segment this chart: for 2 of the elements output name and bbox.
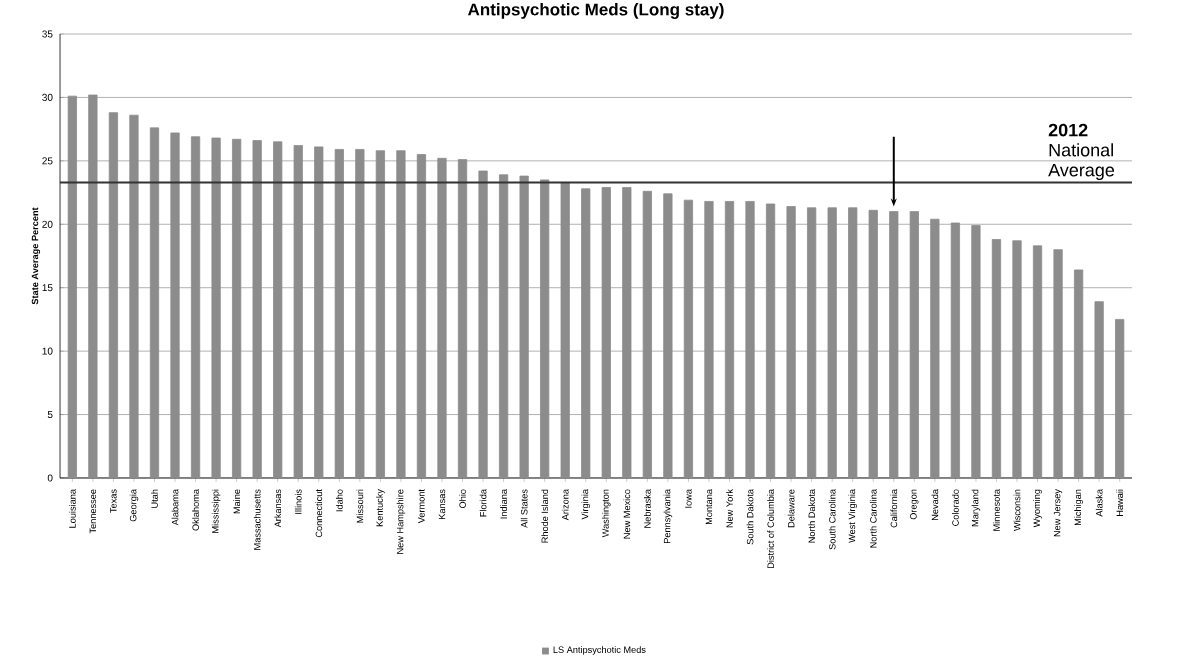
- ref-line-label: 2012 National Average: [1048, 123, 1115, 181]
- chart-title: Antipsychotic Meds (Long stay): [467, 3, 724, 19]
